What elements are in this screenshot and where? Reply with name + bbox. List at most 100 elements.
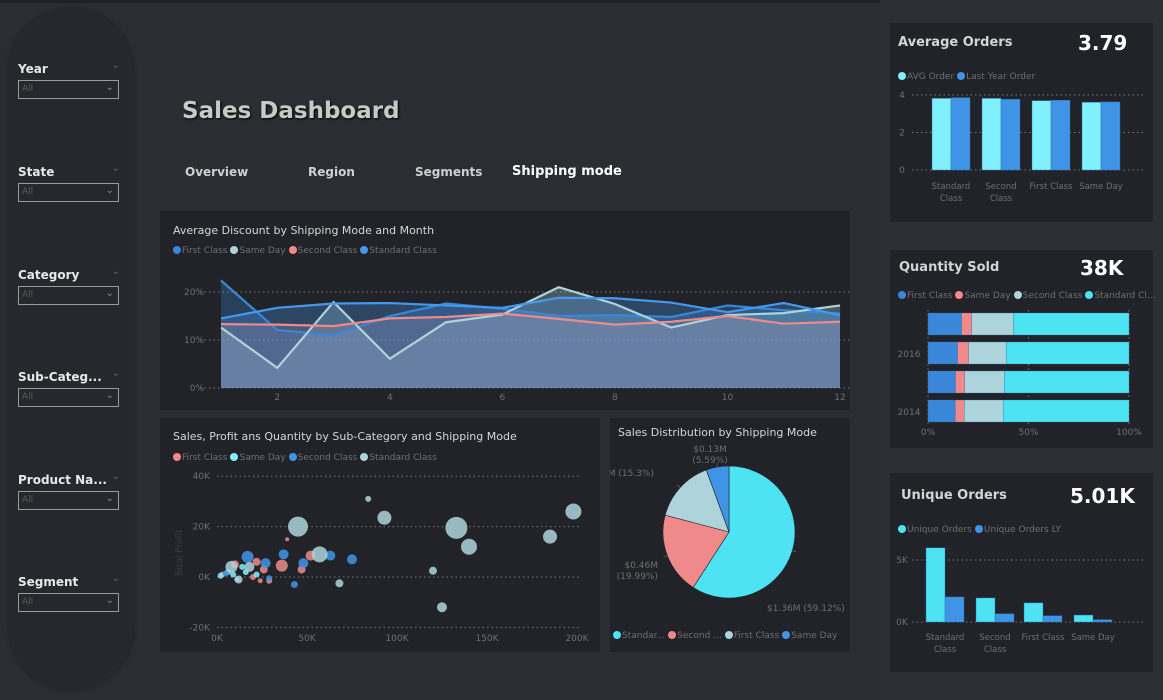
- legend-item[interactable]: AVG Order: [898, 72, 954, 82]
- legend-label: Standard Class: [369, 453, 437, 463]
- scatter-chart-card: Sales, Profit ans Quantity by Sub-Catego…: [160, 418, 600, 652]
- y-category-label: 2014: [898, 408, 921, 418]
- slicer-dropdown[interactable]: All ⌄: [18, 388, 119, 407]
- x-tick-label: 0K: [211, 634, 224, 644]
- bar-last-year-order: [1100, 101, 1121, 171]
- discount-area-chart: 0% 10% 20% 2 4 6 8 10 12: [184, 279, 850, 403]
- legend-item[interactable]: Standar...: [613, 631, 665, 641]
- bar-avg-order: [981, 98, 1002, 171]
- bar-last-year-order: [1000, 99, 1021, 171]
- bubble-second-class: [347, 554, 357, 565]
- chart-legend: Standar... Second ... First Class Same Day: [613, 631, 840, 641]
- slicer-category: Category ⌄ All ⌄: [18, 266, 122, 305]
- bubble-standard-class: [244, 561, 255, 572]
- tab-segments[interactable]: Segments: [415, 165, 483, 179]
- legend-item[interactable]: Second ...: [668, 631, 722, 641]
- slicer-dropdown[interactable]: All ⌄: [18, 183, 119, 202]
- bubble-standard-class: [288, 516, 308, 537]
- slicer-label: State: [18, 165, 55, 179]
- legend-item[interactable]: Same Day: [955, 291, 1011, 301]
- bar-segment-second-class: [971, 312, 1014, 336]
- bar-last-year-order: [950, 97, 971, 171]
- bubble-standard-class: [461, 538, 477, 555]
- collapse-chevron-icon[interactable]: ⌄: [111, 163, 120, 174]
- legend-item[interactable]: First Class: [173, 453, 227, 463]
- line-second-class: [220, 312, 841, 328]
- bubble-same-day: [253, 571, 260, 578]
- collapse-chevron-icon[interactable]: ⌄: [111, 266, 120, 277]
- legend-item[interactable]: First Class: [173, 246, 227, 256]
- x-category-label: Same Day: [1079, 182, 1123, 192]
- x-category-label: Second Class: [985, 182, 1016, 204]
- pie-slice: [692, 465, 796, 599]
- tab-shipping-mode[interactable]: Shipping mode: [512, 164, 622, 179]
- legend-item[interactable]: Same Day: [782, 631, 837, 641]
- slicer-dropdown[interactable]: All ⌄: [18, 286, 119, 305]
- legend-dot-icon: [360, 453, 369, 461]
- legend-item[interactable]: First Class: [898, 291, 952, 301]
- legend-item[interactable]: Second Class: [288, 246, 357, 256]
- legend-item[interactable]: Standard Cl...: [1085, 291, 1156, 301]
- legend-dot-icon: [955, 291, 964, 299]
- tab-overview[interactable]: Overview: [185, 165, 249, 179]
- kpi-value: 3.79: [1078, 31, 1128, 55]
- label-line: Standard: [932, 182, 971, 192]
- chevron-down-icon: ⌄: [105, 595, 114, 606]
- y-tick-label: 0%: [190, 384, 205, 394]
- slicer-value: All: [22, 495, 34, 505]
- legend-label: Second Class: [297, 453, 358, 463]
- legend-item[interactable]: First Class: [724, 631, 779, 641]
- legend-dot-icon: [898, 525, 906, 533]
- slicer-value: All: [22, 597, 34, 607]
- pie-slice: [662, 514, 730, 588]
- bar-unique-orders-ly: [1042, 615, 1063, 623]
- legend-item[interactable]: Unique Orders LY: [974, 525, 1061, 535]
- collapse-chevron-icon[interactable]: ⌄: [111, 368, 120, 379]
- tab-region[interactable]: Region: [308, 165, 355, 179]
- legend-item[interactable]: Second Class: [1013, 291, 1082, 301]
- legend-item[interactable]: Standard Class: [360, 453, 437, 463]
- slicer-dropdown[interactable]: All ⌄: [18, 491, 119, 510]
- legend-dot-icon: [173, 453, 181, 461]
- data-label: $0.13M (5.59%): [692, 445, 728, 466]
- bar-segment-first-class: [927, 312, 962, 336]
- legend-item[interactable]: Last Year Order: [957, 72, 1035, 82]
- y-tick-label: 10%: [184, 336, 204, 346]
- legend-label: First Class: [182, 246, 228, 256]
- y-tick-label: 5K: [896, 556, 909, 566]
- chart-legend: Unique Orders Unique Orders LY: [898, 525, 1064, 535]
- bar-avg-order: [1081, 102, 1102, 171]
- slicer-dropdown[interactable]: All ⌄: [18, 80, 119, 99]
- legend-dot-icon: [1085, 291, 1094, 299]
- kpi-title: Average Orders: [898, 35, 1013, 50]
- legend-dot-icon: [230, 453, 239, 461]
- legend-item[interactable]: Same Day: [230, 453, 286, 463]
- bar-segment-first-class: [927, 370, 956, 394]
- collapse-chevron-icon[interactable]: ⌄: [111, 471, 120, 482]
- collapse-chevron-icon[interactable]: ⌄: [111, 60, 120, 71]
- legend-item[interactable]: Unique Orders: [898, 525, 972, 535]
- bar-segment-standard-cl-: [1013, 312, 1130, 336]
- slicer-label: Product Na...: [18, 473, 107, 487]
- bar-segment-second-class: [968, 341, 1007, 365]
- collapse-chevron-icon[interactable]: ⌄: [111, 573, 120, 584]
- legend-item[interactable]: Same Day: [230, 246, 286, 256]
- bubble-standard-class: [543, 529, 557, 544]
- legend-item[interactable]: Second Class: [288, 453, 358, 463]
- chart-title: Sales, Profit ans Quantity by Sub-Catego…: [173, 430, 517, 443]
- slicer-dropdown[interactable]: All ⌄: [18, 593, 119, 612]
- x-tick-label: 12: [834, 393, 845, 403]
- bar-segment-first-class: [927, 399, 956, 423]
- chart-legend: First Class Same Day Second Class Standard …: [173, 246, 440, 256]
- legend-item[interactable]: Standard Class: [360, 246, 437, 256]
- y-category-label: 2016: [898, 350, 921, 360]
- legend-label: Second ...: [677, 631, 722, 641]
- chevron-down-icon: ⌄: [105, 288, 114, 299]
- x-tick-label: 50%: [1018, 428, 1038, 438]
- slicer-year: Year ⌄ All ⌄: [18, 60, 122, 99]
- x-category-label: Standard Class: [926, 633, 965, 655]
- slicer-value: All: [22, 290, 34, 300]
- label-line: Standard: [926, 633, 965, 643]
- bar-avg-order: [931, 98, 952, 171]
